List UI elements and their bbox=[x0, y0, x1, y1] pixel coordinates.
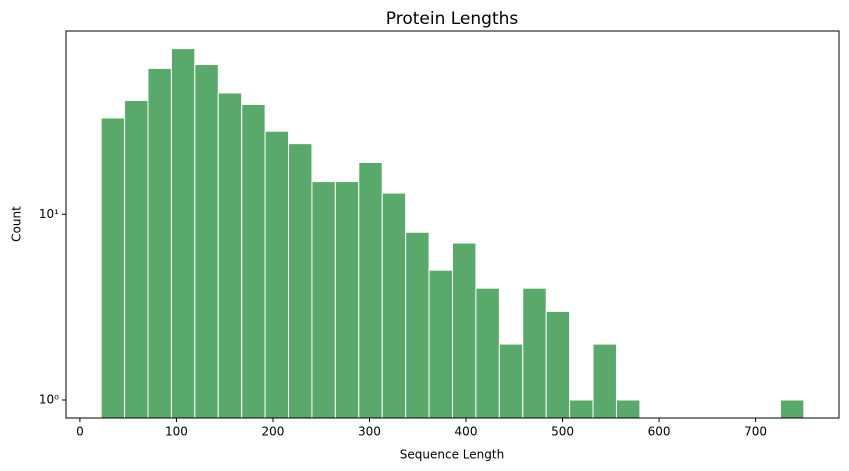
y-tick-label: 10¹ bbox=[39, 207, 59, 221]
chart-title: Protein Lengths bbox=[386, 9, 519, 29]
bar bbox=[264, 130, 290, 419]
x-tick-label: 600 bbox=[648, 425, 671, 439]
bar bbox=[452, 242, 477, 419]
bar bbox=[288, 143, 313, 419]
bar bbox=[358, 161, 383, 419]
bar bbox=[779, 399, 805, 419]
bar bbox=[592, 343, 617, 419]
x-axis-label: Sequence Length bbox=[400, 448, 504, 462]
bar bbox=[100, 117, 126, 419]
bar bbox=[147, 67, 172, 419]
bar bbox=[311, 181, 336, 419]
bar bbox=[428, 269, 453, 419]
plot-frame bbox=[65, 30, 840, 419]
x-tick-label: 500 bbox=[551, 425, 574, 439]
x-tick-label: 0 bbox=[76, 425, 84, 439]
bar bbox=[475, 287, 500, 419]
bar bbox=[241, 103, 266, 419]
x-tick-label: 300 bbox=[358, 425, 381, 439]
bar bbox=[615, 399, 641, 419]
bar bbox=[569, 399, 594, 419]
bar bbox=[217, 92, 243, 419]
bar bbox=[498, 343, 524, 419]
x-tick-label: 700 bbox=[744, 425, 767, 439]
bar bbox=[334, 181, 360, 419]
bar bbox=[405, 231, 430, 419]
y-axis-label: Count bbox=[10, 206, 24, 242]
bar bbox=[545, 310, 571, 419]
x-tick-label: 400 bbox=[455, 425, 478, 439]
y-tick-label: 10⁰ bbox=[39, 393, 59, 407]
bar bbox=[170, 48, 196, 419]
bar bbox=[522, 287, 547, 419]
x-tick-label: 200 bbox=[262, 425, 285, 439]
bar bbox=[381, 192, 407, 419]
x-tick-label: 100 bbox=[165, 425, 188, 439]
bar bbox=[124, 99, 149, 419]
bar bbox=[194, 64, 219, 419]
